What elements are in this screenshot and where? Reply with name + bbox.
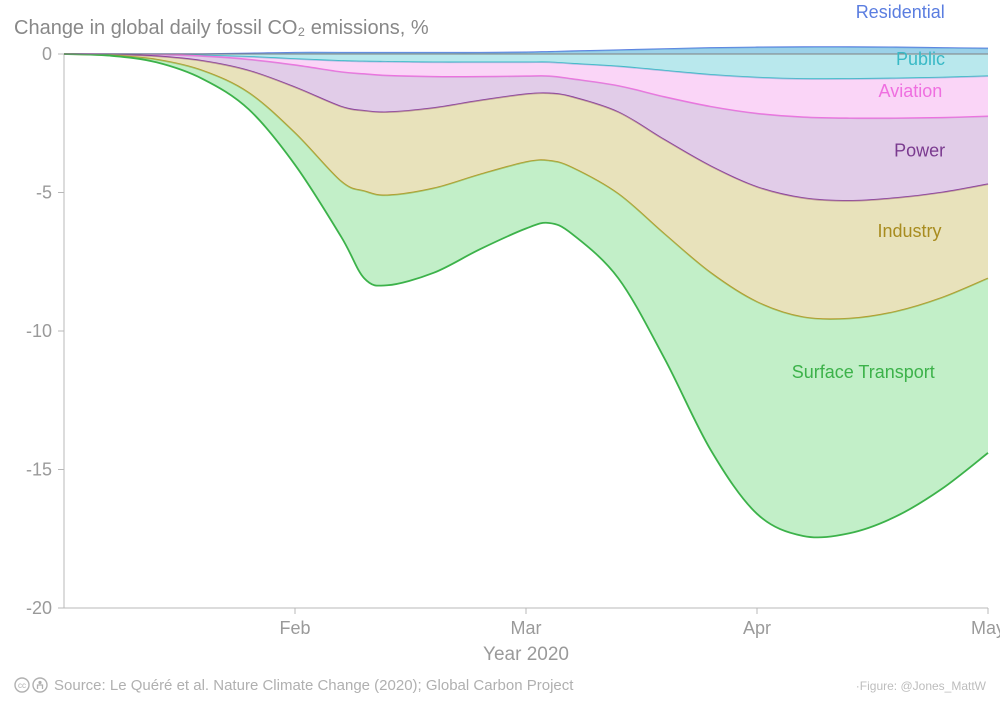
stacked-area-chart: Change in global daily fossil CO₂ emissi… [0, 0, 1000, 706]
y-tick-label: -10 [26, 321, 52, 341]
footer-source: Source: Le Quéré et al. Nature Climate C… [54, 677, 574, 694]
label-aviation: Aviation [879, 81, 943, 101]
x-tick-label: Mar [511, 618, 542, 638]
y-tick-label: -15 [26, 460, 52, 480]
svg-text:cc: cc [18, 681, 26, 690]
x-axis-label: Year 2020 [483, 644, 569, 665]
x-tick-label: May [971, 618, 1000, 638]
chart-title: Change in global daily fossil CO₂ emissi… [14, 17, 429, 39]
chart-container: Change in global daily fossil CO₂ emissi… [0, 0, 1000, 706]
x-tick-label: Apr [743, 618, 771, 638]
x-tick-label: Feb [279, 618, 310, 638]
label-public: Public [896, 49, 945, 69]
y-tick-label: -5 [36, 183, 52, 203]
label-industry: Industry [877, 221, 941, 241]
label-power: Power [894, 140, 945, 160]
footer-credit: ·Figure: @Jones_MattW [856, 679, 987, 693]
label-surface-transport: Surface Transport [792, 362, 935, 382]
y-tick-label: -20 [26, 598, 52, 618]
label-residential: Residential [856, 2, 945, 22]
y-tick-label: 0 [42, 44, 52, 64]
